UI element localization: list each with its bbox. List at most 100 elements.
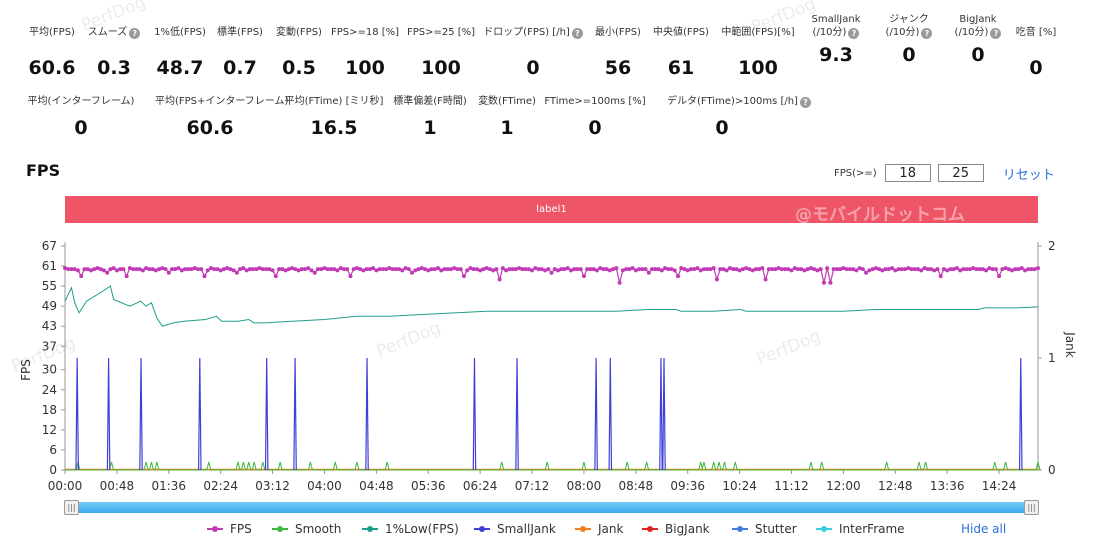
fps-point <box>205 268 210 273</box>
primary-stat: 最小(FPS) 56 <box>563 26 673 80</box>
fps-point <box>208 266 213 271</box>
legend-item[interactable]: 1%Low(FPS) <box>362 520 459 538</box>
series-smalljank-spike <box>659 357 663 471</box>
fps-point <box>406 267 411 272</box>
fps-point <box>497 277 502 282</box>
legend-item[interactable]: Jank <box>575 520 623 538</box>
fps-point <box>997 274 1002 279</box>
help-icon[interactable]: ? <box>921 28 933 39</box>
fps-point <box>734 267 739 272</box>
fps-point <box>163 267 168 272</box>
stat-label-text: デルタ(FTime)>100ms [/h] <box>667 96 798 107</box>
slider-track[interactable] <box>72 502 1031 513</box>
legend-item[interactable]: Stutter <box>732 520 797 538</box>
fps-point <box>66 267 71 272</box>
legend-label: Jank <box>598 522 624 536</box>
y2-tick-label: 2 <box>1048 239 1056 253</box>
series-1pct-low-line <box>64 285 1039 327</box>
fps-point <box>724 268 729 273</box>
help-icon[interactable]: ? <box>571 28 583 39</box>
help-icon[interactable]: ? <box>799 97 811 108</box>
fps-point <box>147 267 152 272</box>
fps-point <box>688 267 693 272</box>
stat-label-text: 吃音 [%] <box>1015 27 1057 38</box>
legend-marker-icon <box>474 523 490 535</box>
fps-point <box>1003 266 1008 271</box>
fps-point <box>1013 267 1018 272</box>
fps-point <box>692 267 697 272</box>
help-icon[interactable]: ? <box>129 28 141 39</box>
legend-marker-icon <box>642 523 658 535</box>
x-tick-label: 04:00 <box>307 479 342 493</box>
fps-threshold-input-2[interactable] <box>937 164 984 182</box>
fps-point <box>1006 267 1011 272</box>
fps-point <box>72 267 77 272</box>
fps-point <box>500 266 505 271</box>
stat-value: 0.3 <box>97 57 131 79</box>
fps-point <box>967 267 972 272</box>
stat-value: 100 <box>345 57 385 79</box>
legend-label: 1%Low(FPS) <box>385 522 459 536</box>
fps-point <box>993 267 998 272</box>
stat-value: 0 <box>588 117 602 139</box>
legend-item[interactable]: Smooth <box>272 520 341 538</box>
help-icon[interactable]: ? <box>848 28 860 39</box>
fps-point <box>714 277 719 282</box>
fps-point <box>867 268 872 273</box>
y-tick-label: 18 <box>42 403 57 417</box>
fps-point <box>345 267 350 272</box>
fps-point <box>873 266 878 271</box>
legend-item[interactable]: FPS <box>207 520 252 538</box>
stat-label-text: ドロップ(FPS) [/h] <box>483 27 570 38</box>
fps-point <box>851 267 856 272</box>
series-smalljank-spike <box>75 357 79 471</box>
x-tick-label: 06:24 <box>463 479 498 493</box>
fps-point <box>941 267 946 272</box>
fps-point <box>526 267 531 272</box>
primary-stat: 1%低(FPS) 48.7 <box>125 26 235 80</box>
fps-point <box>234 270 239 275</box>
legend-item[interactable]: BigJank <box>642 520 710 538</box>
stats-row-primary: 平均(FPS) 60.6 スムーズ? 0.3 1%低(FPS) 48.7 標準(FPS) 0.… <box>0 14 1100 79</box>
series-smalljank-spike <box>139 357 143 471</box>
fps-point <box>760 266 765 271</box>
series-smalljank-spike <box>293 357 297 471</box>
series-smalljank-spike <box>662 357 666 471</box>
stat-label-text: FPS>=18 [%] <box>330 27 400 38</box>
reset-link[interactable]: リセット <box>1002 167 1055 183</box>
slider-handle-left[interactable]: ||| <box>64 500 79 515</box>
fps-point <box>854 268 859 273</box>
label-bar[interactable]: label1 <box>65 196 1038 223</box>
stat-label: FTime>=100ms [%] <box>540 95 650 108</box>
x-tick-label: 12:48 <box>878 479 913 493</box>
fps-point <box>510 267 515 272</box>
fps-section-title: FPS <box>26 161 61 180</box>
help-icon[interactable]: ? <box>990 28 1002 39</box>
fps-point <box>984 268 989 273</box>
fps-point <box>513 267 518 272</box>
fps-point <box>935 267 940 272</box>
fps-threshold-input-1[interactable] <box>884 164 931 182</box>
stat-label-text: SmallJank <box>811 14 861 25</box>
fps-point <box>1000 267 1005 272</box>
time-range-slider[interactable]: ||| ||| <box>64 500 1039 515</box>
fps-point <box>108 267 113 272</box>
stat-value: 0 <box>902 44 916 66</box>
legend-item[interactable]: InterFrame <box>816 520 905 538</box>
fps-point <box>319 267 324 272</box>
fps-point <box>322 266 327 271</box>
fps-point <box>387 266 392 271</box>
stat-label-text: 最小(FPS) <box>595 27 641 38</box>
series-smalljank-spike <box>264 357 269 471</box>
fps-point <box>880 268 885 273</box>
primary-stat: 中央値(FPS) 61 <box>626 26 736 80</box>
fps-point <box>899 267 904 272</box>
fps-point <box>267 267 272 272</box>
fps-point <box>893 268 898 273</box>
fps-point <box>328 267 333 272</box>
stat-label-text: 平均(FPS+インターフレーム) <box>155 96 289 107</box>
slider-handle-right[interactable]: ||| <box>1024 500 1039 515</box>
legend-item[interactable]: SmallJank <box>474 520 556 538</box>
fps-point <box>653 267 658 272</box>
hide-all-link[interactable]: Hide all <box>961 522 1007 536</box>
